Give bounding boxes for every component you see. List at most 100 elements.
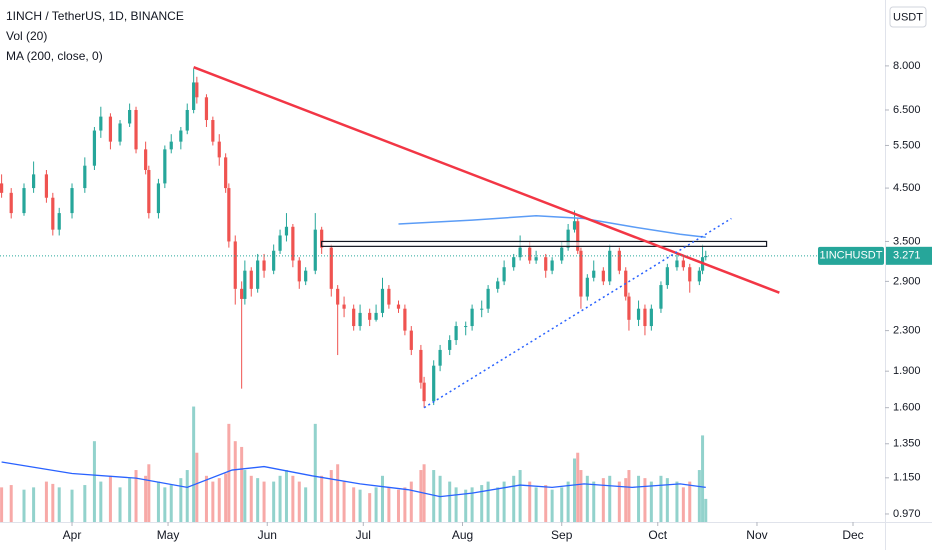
volume-bar xyxy=(99,481,103,522)
volume-bar xyxy=(0,487,4,522)
volume-bar xyxy=(83,485,87,522)
candle-body xyxy=(544,257,548,271)
candle-body xyxy=(233,241,237,289)
symbol-label-box xyxy=(818,246,884,265)
volume-bar xyxy=(147,464,151,522)
candle-body xyxy=(579,250,583,297)
candle-body xyxy=(57,213,61,230)
volume-bar xyxy=(534,487,538,522)
volume-bar xyxy=(272,481,276,522)
candle-body xyxy=(108,116,113,142)
candle-body xyxy=(256,260,260,289)
volume-bar xyxy=(617,481,621,522)
volume-bar xyxy=(44,481,48,522)
y-tick-label: 5.500 xyxy=(893,139,921,151)
y-tick-label: 2.900 xyxy=(893,275,921,287)
candle-body xyxy=(470,308,474,327)
volume-bar xyxy=(512,475,516,522)
candle-body xyxy=(240,288,244,299)
currency: USDT xyxy=(893,11,923,23)
indicator-label: Vol (20) xyxy=(6,29,47,43)
candle-body xyxy=(374,312,378,320)
candle-body xyxy=(550,260,554,271)
volume-bar xyxy=(502,481,506,522)
candle-body xyxy=(534,257,538,261)
volume-bar xyxy=(92,441,96,522)
candle-body xyxy=(681,260,685,268)
candle-body xyxy=(422,382,426,402)
volume-bar xyxy=(470,487,474,522)
candle-body xyxy=(204,97,209,121)
moving-average xyxy=(398,215,706,238)
candle-body xyxy=(675,260,679,268)
volume-bar xyxy=(249,475,253,522)
candle-body xyxy=(179,130,183,142)
candle-body xyxy=(572,221,577,230)
candle-body xyxy=(217,141,221,158)
candle-body xyxy=(368,312,372,320)
volume-bar xyxy=(163,487,167,522)
volume-bar xyxy=(518,470,522,522)
candle-body xyxy=(438,349,442,366)
volume-bar xyxy=(448,481,452,522)
volume-bar xyxy=(550,489,554,522)
candle-body xyxy=(643,308,647,327)
volume-bar xyxy=(576,452,580,522)
volume-bar xyxy=(313,423,317,522)
candle-body xyxy=(403,308,407,331)
x-tick-label: Jun xyxy=(258,528,277,542)
chart-title: 1INCH / TetherUS, 1D, BINANCE xyxy=(6,9,184,23)
volume-bar xyxy=(262,481,266,522)
candle-body xyxy=(313,229,317,271)
y-tick-label: 1.350 xyxy=(893,438,921,450)
candle-body xyxy=(601,270,605,282)
volume-bar xyxy=(169,485,173,522)
candle-body xyxy=(560,247,564,261)
volume-ma xyxy=(1,461,706,498)
volume-bar xyxy=(438,475,442,522)
candle-body xyxy=(329,247,333,289)
candle-body xyxy=(396,304,401,309)
x-tick-label: Aug xyxy=(452,528,473,542)
volume-bar xyxy=(32,487,36,522)
volume-bar xyxy=(329,470,333,522)
candle-body xyxy=(502,267,506,282)
candle-body xyxy=(352,308,356,327)
volume-bar xyxy=(544,485,548,522)
candle-body xyxy=(419,349,423,383)
candle-body xyxy=(358,312,362,327)
volume-bar xyxy=(342,481,346,522)
volume-bar xyxy=(304,487,308,522)
volume-bar xyxy=(185,470,189,522)
volume-bar xyxy=(585,475,589,522)
volume-bar xyxy=(608,475,612,522)
candle-body xyxy=(291,226,295,261)
candle-body xyxy=(32,174,36,189)
volume-bar xyxy=(156,481,160,522)
candle-body xyxy=(297,260,301,282)
volume-bar xyxy=(278,475,282,522)
indicator-label: MA (200, close, 0) xyxy=(6,49,103,63)
candle-body xyxy=(169,141,173,150)
candle-body xyxy=(9,192,13,214)
candle-body xyxy=(128,109,132,124)
volume-bar xyxy=(57,487,61,522)
volume-bar xyxy=(403,487,407,522)
y-tick-label: 1.150 xyxy=(893,472,921,484)
volume-bar xyxy=(374,487,378,522)
currency-box[interactable] xyxy=(889,6,927,28)
y-tick-label: 2.300 xyxy=(893,325,921,337)
y-tick-label: 1.600 xyxy=(893,402,921,414)
candle-body xyxy=(409,330,413,350)
candle-body xyxy=(51,197,55,230)
candle-body xyxy=(192,82,196,110)
volume-bar xyxy=(387,487,391,522)
candle-body xyxy=(92,130,97,166)
candle-body xyxy=(636,308,641,320)
volume-bar xyxy=(233,441,237,522)
volume-bar xyxy=(144,475,148,522)
candle-body xyxy=(144,149,148,170)
volume-bar xyxy=(70,489,74,522)
candle-body xyxy=(617,250,621,271)
x-tick-label: May xyxy=(157,528,180,542)
